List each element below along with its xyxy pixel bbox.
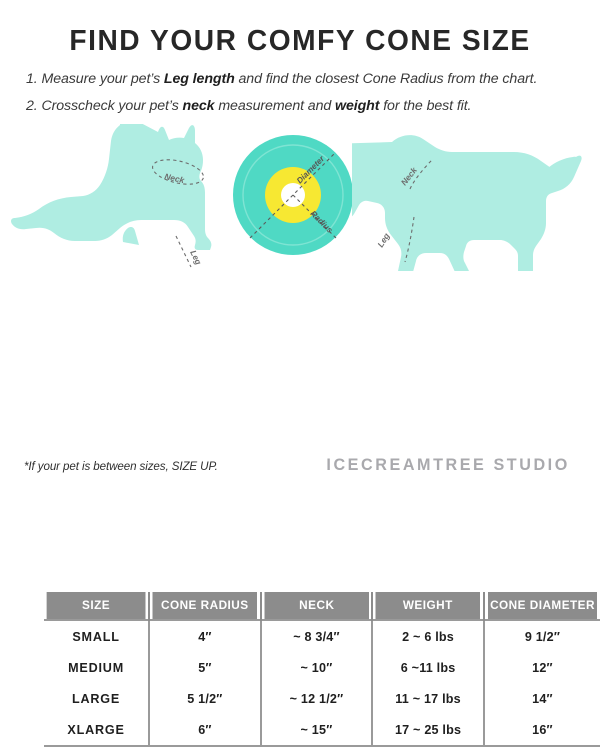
cat-neck-label: Neck (164, 172, 186, 186)
cat-leg-label: Leg (188, 249, 204, 267)
table-row: SMALL 4″ ~ 8 3/4″ 2 ~ 6 lbs 9 1/2″ (44, 619, 600, 652)
table-body: SMALL 4″ ~ 8 3/4″ 2 ~ 6 lbs 9 1/2″ MEDIU… (44, 619, 600, 747)
cell-cone-diameter-medium: 12″ (483, 652, 600, 683)
cat-leg-measure (175, 236, 192, 268)
column-header-neck: NECK (263, 592, 371, 620)
dog-illustration: Neck Leg (352, 126, 582, 272)
cell-weight-large: 11 ~ 17 lbs (372, 683, 485, 714)
footer: *If your pet is between sizes, SIZE UP. … (24, 455, 576, 475)
instruction-1-part1: Measure your pet’s (41, 71, 164, 87)
cone-diameter-line (249, 152, 337, 239)
brand-wordmark: ICECREAMTREE STUDIO (326, 455, 570, 474)
cell-neck-small: ~ 8 3/4″ (260, 619, 374, 652)
column-header-cone-radius: CONE RADIUS (151, 592, 259, 620)
cell-cone-radius-xlarge: 6″ (149, 714, 262, 747)
footnote-text: *If your pet is between sizes, SIZE UP. (24, 460, 218, 473)
dog-body-shape (352, 135, 582, 272)
table-header-row: SIZE CONE RADIUS NECK WEIGHT CONE DIAMET… (44, 592, 600, 620)
dog-leg-label: Leg (375, 232, 391, 250)
cat-body-shape (11, 124, 212, 251)
size-chart-table: SIZE CONE RADIUS NECK WEIGHT CONE DIAMET… (44, 592, 600, 747)
cone-diagram-svg: Diameter Radius (233, 135, 353, 256)
cell-cone-radius-large: 5 1/2″ (149, 683, 262, 714)
illustration-band: Neck Leg Diameter Radius (0, 124, 600, 276)
cone-diagram: Diameter Radius (228, 130, 358, 260)
instruction-1-part2: and find the closest Cone Radius from th… (234, 71, 538, 87)
cell-cone-radius-small: 4″ (149, 619, 262, 652)
cone-inner-ring-line (242, 144, 344, 247)
cat-illustration: Neck Leg (8, 124, 223, 269)
cell-weight-xlarge: 17 ~ 25 lbs (372, 714, 485, 747)
cell-cone-diameter-xlarge: 16″ (483, 714, 600, 747)
cell-size-small: SMALL (44, 619, 151, 652)
instruction-line-2: 2. Crosscheck your pet’s neck measuremen… (26, 99, 574, 113)
cell-size-large: LARGE (44, 683, 151, 714)
cell-neck-large: ~ 12 1/2″ (260, 683, 374, 714)
cell-size-medium: MEDIUM (44, 652, 151, 683)
cat-silhouette-svg: Neck Leg (11, 124, 212, 268)
instruction-2-bold2: weight (335, 98, 380, 115)
page-title: FIND YOUR COMFY CONE SIZE (69, 25, 531, 57)
table-row: XLARGE 6″ ~ 15″ 17 ~ 25 lbs 16″ (44, 714, 600, 747)
instruction-2-part3: for the best fit. (379, 98, 472, 115)
cell-cone-radius-medium: 5″ (149, 652, 262, 683)
instruction-2-part2: measurement and (214, 98, 336, 115)
instructions-block: 1. Measure your pet’s Leg length and fin… (0, 56, 600, 113)
column-header-size: SIZE (46, 592, 148, 620)
column-header-weight: WEIGHT (375, 592, 483, 620)
cell-neck-medium: ~ 10″ (260, 652, 374, 683)
instruction-1-bold1: Leg length (163, 71, 235, 87)
cell-neck-xlarge: ~ 15″ (260, 714, 374, 747)
column-header-cone-diameter: CONE DIAMETER (486, 592, 598, 620)
instruction-1-number: 1. (26, 71, 38, 87)
table-row: MEDIUM 5″ ~ 10″ 6 ~11 lbs 12″ (44, 652, 600, 683)
table-header: SIZE CONE RADIUS NECK WEIGHT CONE DIAMET… (44, 592, 600, 620)
instruction-2-bold1: neck (182, 98, 215, 115)
dog-neck-measure (409, 160, 433, 190)
cell-cone-diameter-small: 9 1/2″ (483, 619, 600, 652)
cell-cone-diameter-large: 14″ (483, 683, 600, 714)
cell-weight-medium: 6 ~11 lbs (372, 652, 485, 683)
instruction-2-number: 2. (26, 98, 38, 115)
cell-size-xlarge: XLARGE (44, 714, 151, 747)
dog-silhouette-svg: Neck Leg (352, 135, 582, 272)
instruction-line-1: 1. Measure your pet’s Leg length and fin… (26, 72, 574, 86)
table-row: LARGE 5 1/2″ ~ 12 1/2″ 11 ~ 17 lbs 14″ (44, 683, 600, 714)
instruction-2-part1: Crosscheck your pet’s (41, 98, 183, 115)
cell-weight-small: 2 ~ 6 lbs (372, 619, 485, 652)
